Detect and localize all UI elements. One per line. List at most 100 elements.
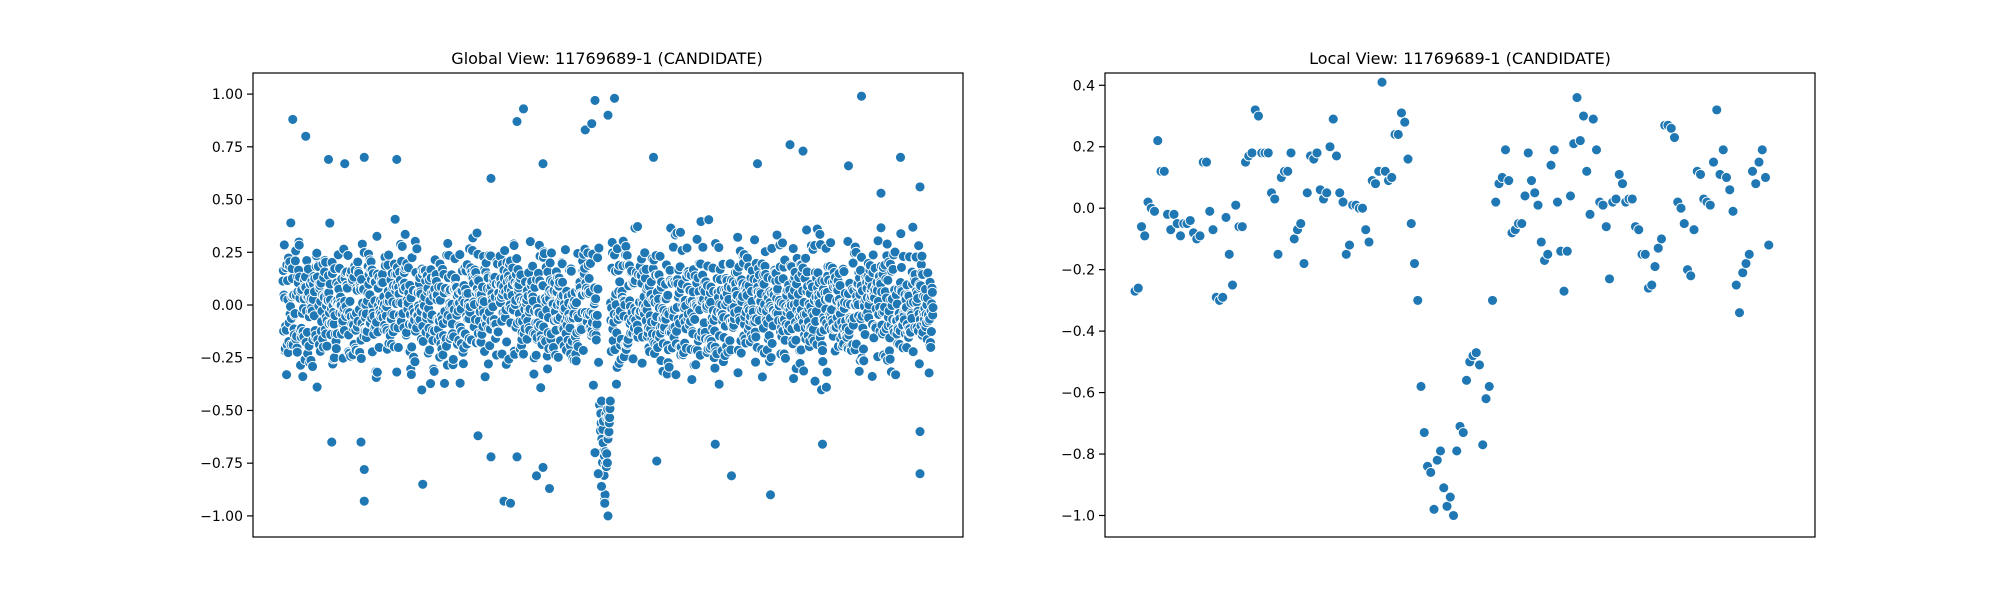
data-point <box>471 227 483 239</box>
data-point <box>1451 445 1463 457</box>
data-point <box>570 355 582 367</box>
data-point <box>726 470 737 482</box>
data-point <box>599 497 611 509</box>
data-point <box>817 438 828 450</box>
data-point <box>344 295 356 307</box>
y-tick-label: −0.2 <box>1061 263 1095 279</box>
data-point <box>1184 215 1196 226</box>
data-point <box>355 353 367 364</box>
data-point <box>1500 144 1511 156</box>
data-point <box>577 345 589 356</box>
data-point <box>371 230 383 242</box>
data-point <box>788 373 800 384</box>
data-point <box>454 249 466 261</box>
data-point <box>925 341 937 353</box>
data-point <box>281 369 293 381</box>
data-point <box>1685 270 1697 282</box>
data-point <box>1331 150 1342 162</box>
data-point <box>923 367 935 379</box>
data-point <box>472 430 484 442</box>
data-point <box>505 497 516 509</box>
global-view-points <box>277 90 939 522</box>
data-point <box>1236 221 1248 233</box>
data-point <box>1487 294 1498 306</box>
local-view-points <box>1129 76 1775 521</box>
data-point <box>1288 233 1300 245</box>
data-point <box>411 243 423 255</box>
data-point <box>1639 248 1651 260</box>
data-point <box>927 302 939 314</box>
y-tick-label: 0.4 <box>1073 78 1095 94</box>
data-point <box>1584 208 1596 220</box>
data-point <box>636 357 648 369</box>
data-point <box>1526 175 1537 187</box>
data-point <box>735 347 747 359</box>
data-point <box>895 151 906 163</box>
data-point <box>914 468 926 480</box>
data-point <box>621 250 633 262</box>
data-point <box>293 239 305 251</box>
data-point <box>593 356 605 368</box>
data-point <box>405 369 417 380</box>
data-point <box>601 457 613 469</box>
data-point <box>913 358 925 370</box>
data-point <box>1734 307 1745 319</box>
data-point <box>889 246 901 258</box>
data-point <box>765 352 777 364</box>
y-tick-label: −0.8 <box>1061 447 1095 463</box>
data-point <box>866 371 878 382</box>
data-point <box>787 243 799 254</box>
data-point <box>890 369 902 381</box>
local-view-panel: Local View: 11769689-1 (CANDIDATE) −1.0−… <box>1061 49 1816 538</box>
data-point <box>1542 248 1554 260</box>
data-point <box>1597 199 1609 211</box>
y-tick-label: −0.6 <box>1061 386 1095 402</box>
data-point <box>1604 273 1615 285</box>
data-point <box>1201 156 1212 168</box>
data-point <box>1571 92 1583 104</box>
data-point <box>528 368 540 380</box>
data-point <box>627 353 639 365</box>
data-point <box>492 326 504 338</box>
data-point <box>1438 482 1450 494</box>
data-point <box>589 94 601 106</box>
data-point <box>511 253 523 265</box>
data-point <box>691 233 703 245</box>
data-point <box>867 249 879 261</box>
data-point <box>358 495 370 507</box>
data-point <box>1669 132 1680 143</box>
data-point <box>604 395 616 407</box>
data-point <box>1152 135 1164 147</box>
data-point <box>1649 261 1661 273</box>
data-point <box>389 213 401 225</box>
data-point <box>756 371 768 383</box>
data-point <box>527 260 539 272</box>
data-point <box>1617 178 1628 190</box>
data-point <box>875 187 887 199</box>
data-point <box>914 181 926 193</box>
data-point <box>557 276 568 288</box>
data-point <box>1750 178 1762 190</box>
data-point <box>289 255 301 267</box>
y-tick-label: −0.25 <box>200 351 243 367</box>
data-point <box>1678 218 1690 230</box>
y-tick-label: 0.75 <box>212 140 243 156</box>
data-point <box>825 237 837 249</box>
data-point <box>741 252 753 264</box>
data-point <box>592 283 604 295</box>
data-point <box>916 250 928 262</box>
data-point <box>1324 141 1336 153</box>
data-point <box>896 261 907 273</box>
data-point <box>838 266 850 278</box>
y-tick-label: −0.75 <box>200 456 243 472</box>
data-point <box>1207 224 1219 236</box>
data-point <box>604 412 616 424</box>
data-point <box>1646 279 1658 291</box>
data-point <box>884 353 896 365</box>
data-point <box>278 239 290 251</box>
data-point <box>1519 190 1531 202</box>
data-point <box>1396 107 1407 119</box>
data-point <box>681 242 693 254</box>
data-point <box>1740 258 1752 269</box>
data-point <box>809 375 821 387</box>
